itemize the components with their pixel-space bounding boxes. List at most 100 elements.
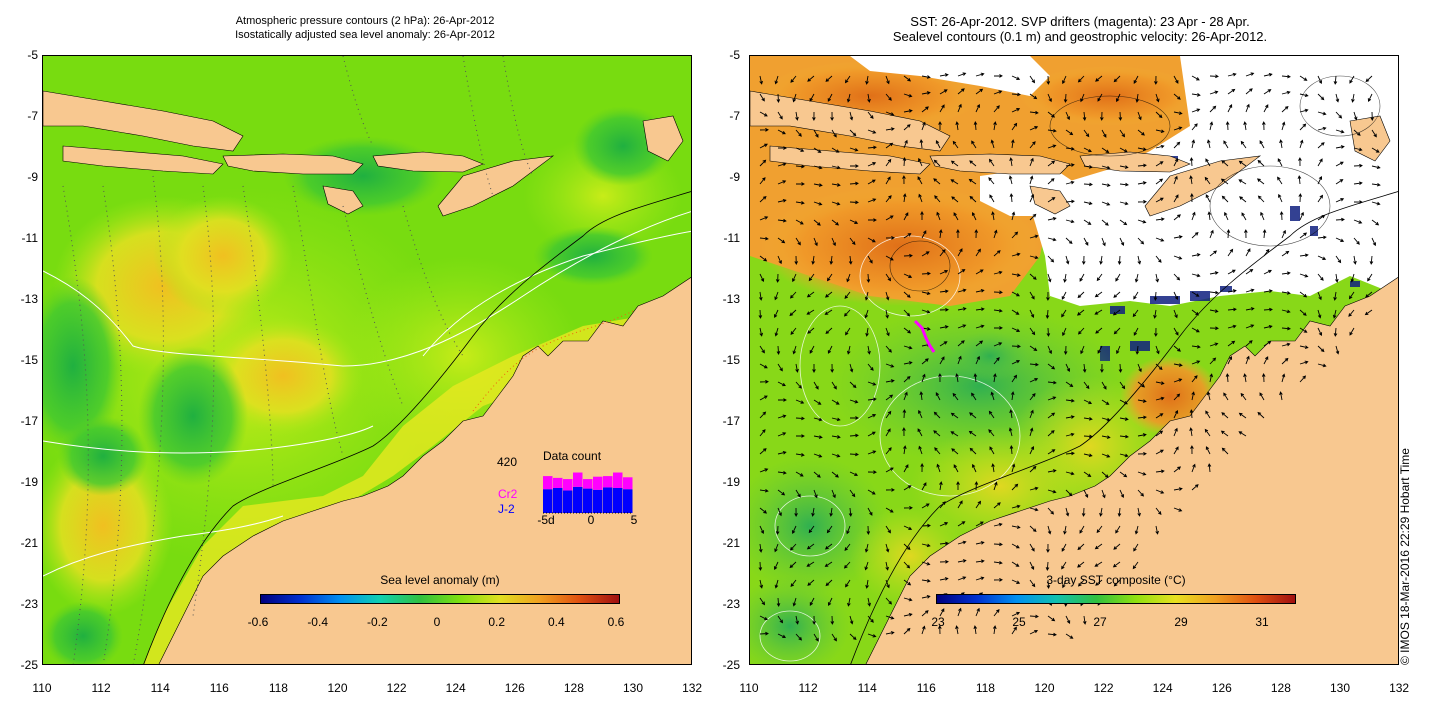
velocity-arrow <box>790 75 797 83</box>
velocity-arrow <box>993 502 1001 509</box>
velocity-arrow <box>1047 111 1056 118</box>
velocity-arrow <box>1065 199 1075 204</box>
y-tick-label: -21 <box>20 536 38 550</box>
velocity-arrow <box>1155 255 1162 263</box>
velocity-arrow <box>1065 129 1074 136</box>
velocity-arrow <box>1101 489 1106 499</box>
velocity-arrow <box>1281 250 1290 257</box>
velocity-arrow <box>957 324 967 329</box>
velocity-arrow <box>1332 309 1337 319</box>
velocity-arrow <box>849 181 859 186</box>
velocity-arrow <box>1173 363 1183 367</box>
velocity-arrow <box>826 525 833 534</box>
velocity-arrow <box>1112 561 1121 568</box>
velocity-arrow <box>1257 159 1265 167</box>
velocity-arrow <box>1137 255 1142 265</box>
velocity-arrow <box>885 488 895 492</box>
velocity-arrow <box>1155 178 1164 185</box>
velocity-arrow <box>775 273 780 283</box>
velocity-arrow <box>939 559 949 564</box>
velocity-arrow <box>957 576 967 581</box>
velocity-arrow <box>1173 126 1183 131</box>
velocity-arrow <box>1011 463 1016 473</box>
velocity-arrow <box>903 627 911 635</box>
velocity-arrow <box>1155 413 1164 419</box>
velocity-arrow <box>849 452 859 457</box>
velocity-arrow <box>993 357 1000 365</box>
velocity-arrow <box>1029 525 1037 533</box>
velocity-arrow <box>1299 273 1309 278</box>
velocity-arrow <box>956 481 960 490</box>
velocity-arrow <box>1317 273 1324 281</box>
y-tick-label: -21 <box>722 536 740 550</box>
velocity-arrow <box>1349 327 1355 336</box>
velocity-arrow <box>1011 504 1021 509</box>
velocity-arrow <box>957 540 967 545</box>
velocity-arrow <box>1353 200 1363 204</box>
velocity-arrow <box>1029 579 1036 588</box>
velocity-arrow <box>1173 75 1179 84</box>
data-count-title: Data count <box>543 449 602 463</box>
y-tick-label: -13 <box>20 292 38 306</box>
velocity-arrow <box>1221 447 1229 455</box>
velocity-arrow <box>1263 307 1273 312</box>
velocity-arrow <box>1047 380 1057 385</box>
velocity-arrow <box>885 561 889 571</box>
velocity-arrow <box>903 309 911 317</box>
velocity-arrow <box>921 309 931 314</box>
velocity-arrow <box>849 381 857 389</box>
velocity-arrow <box>1245 355 1250 365</box>
velocity-arrow <box>1335 111 1343 119</box>
colorbar-tick-label: -0.6 <box>247 615 269 629</box>
velocity-arrow <box>867 345 871 355</box>
velocity-arrow <box>1191 327 1200 333</box>
velocity-arrow <box>795 399 805 404</box>
velocity-arrow <box>1227 269 1236 275</box>
velocity-arrow <box>993 481 998 491</box>
velocity-arrow <box>1173 427 1178 437</box>
velocity-arrow <box>1061 561 1067 570</box>
data-count-max-label: 420 <box>497 455 518 469</box>
velocity-arrow <box>1317 93 1325 101</box>
velocity-arrow <box>1101 399 1110 405</box>
velocity-arrow <box>1243 121 1247 131</box>
velocity-arrow <box>1082 111 1087 121</box>
velocity-arrow <box>795 453 805 457</box>
velocity-arrow <box>1209 90 1219 95</box>
x-tick-label: 114 <box>857 681 877 695</box>
data-count-bar-j2 <box>543 489 553 513</box>
velocity-arrow <box>807 579 815 586</box>
velocity-arrow <box>993 578 1003 582</box>
velocity-arrow <box>975 72 985 77</box>
velocity-arrow <box>939 501 946 509</box>
velocity-arrow <box>1155 507 1162 516</box>
velocity-arrow <box>790 327 797 336</box>
velocity-arrow <box>849 633 857 641</box>
velocity-arrow <box>1119 399 1128 405</box>
velocity-arrow <box>968 430 977 437</box>
velocity-arrow <box>1209 290 1219 295</box>
velocity-arrow <box>1083 147 1092 153</box>
velocity-arrow <box>939 356 945 365</box>
sea-level-anomaly-map <box>42 55 692 665</box>
velocity-arrow <box>1191 344 1201 349</box>
velocity-arrow <box>921 503 930 509</box>
velocity-arrow <box>1281 373 1286 383</box>
velocity-arrow <box>903 464 909 473</box>
velocity-arrow <box>1173 93 1181 100</box>
velocity-arrow <box>988 429 995 437</box>
velocity-arrow <box>1364 309 1373 316</box>
velocity-arrow <box>993 373 997 383</box>
velocity-arrow <box>993 250 1001 257</box>
velocity-arrow <box>1137 129 1145 136</box>
velocity-arrow <box>1317 158 1323 167</box>
velocity-arrow <box>808 273 815 282</box>
velocity-arrow <box>824 561 833 567</box>
velocity-arrow <box>1029 465 1037 473</box>
velocity-arrow <box>1133 291 1139 300</box>
velocity-arrow <box>1191 273 1201 278</box>
velocity-arrow <box>1335 145 1345 149</box>
velocity-arrow <box>1205 194 1211 203</box>
velocity-arrow <box>1191 360 1201 365</box>
velocity-arrow <box>1011 611 1021 617</box>
